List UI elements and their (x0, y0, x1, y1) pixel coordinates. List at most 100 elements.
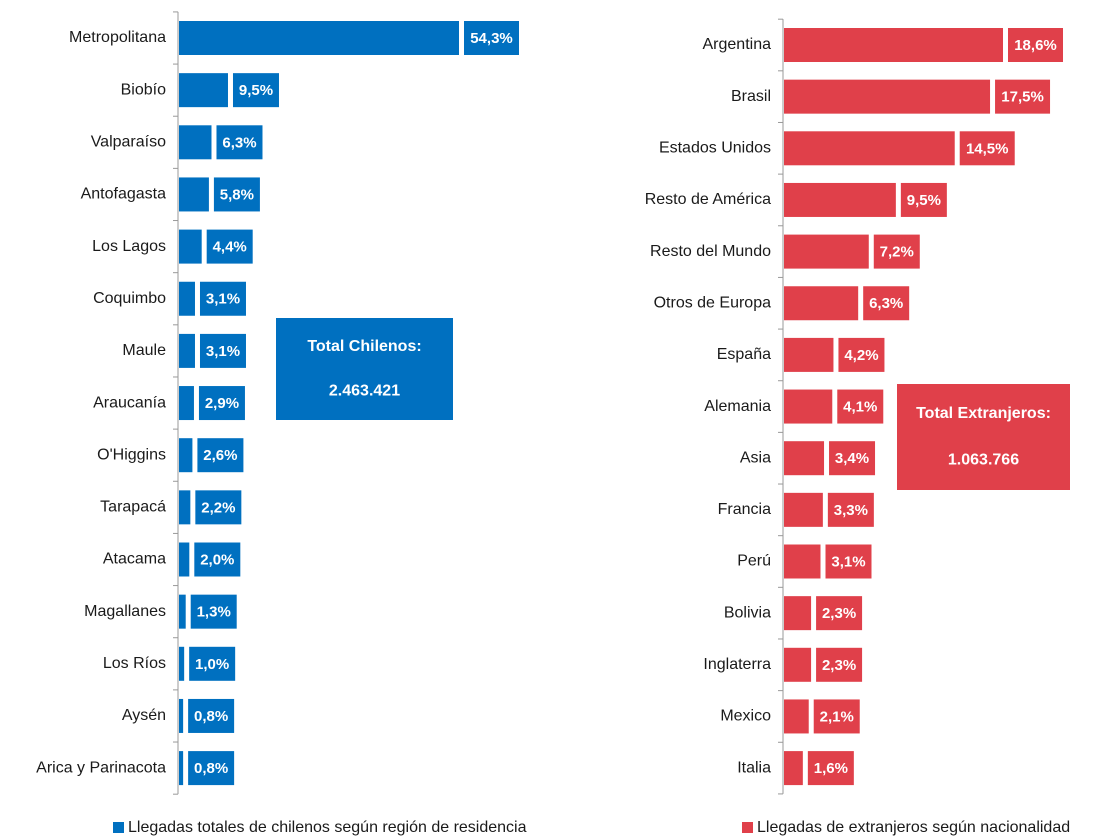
bar (784, 28, 1003, 62)
category-label: Estados Unidos (659, 140, 771, 157)
value-label: 17,5% (1001, 89, 1044, 106)
value-label-box (1008, 28, 1063, 62)
value-label: 14,5% (966, 140, 1009, 157)
bar (784, 389, 833, 424)
value-label: 3,1% (206, 291, 240, 308)
category-label: Aysén (122, 707, 166, 724)
category-label: Valparaíso (91, 134, 166, 151)
bar (784, 492, 823, 527)
annotation: Total Extranjeros: (916, 405, 1051, 422)
value-label-box (827, 492, 874, 527)
annotation: Total Chilenos: (307, 338, 421, 355)
category-label: Biobío (121, 81, 166, 98)
category-label: Antofagasta (81, 186, 167, 203)
value-label: 2,9% (205, 395, 239, 412)
bar (179, 73, 228, 108)
annotation-box (276, 318, 453, 420)
bar (784, 234, 869, 269)
category-label: O'Higgins (97, 446, 166, 463)
bar (784, 647, 812, 682)
value-label: 4,4% (213, 239, 247, 256)
category-label: Francia (718, 501, 771, 518)
value-label-box (190, 594, 237, 629)
value-label: 2,3% (822, 605, 856, 622)
category-label: Inglaterra (703, 656, 771, 673)
annotation: 2.463.421 (329, 383, 400, 400)
category-label: Magallanes (84, 603, 166, 620)
value-label-box (464, 21, 519, 55)
value-label: 54,3% (470, 30, 513, 47)
value-label: 2,0% (200, 551, 234, 568)
bar (179, 698, 184, 733)
value-label: 2,3% (822, 657, 856, 674)
bar (784, 751, 803, 786)
value-label: 3,3% (834, 502, 868, 519)
bar (784, 182, 896, 217)
value-label-box (807, 751, 854, 786)
category-label: Maule (122, 342, 166, 359)
annotation: 1.063.766 (948, 452, 1019, 469)
bar (179, 542, 190, 577)
category-label: Brasil (731, 88, 771, 105)
legend-swatch (742, 822, 753, 833)
bar (179, 229, 202, 264)
value-label-box (197, 438, 244, 473)
bar (784, 337, 834, 372)
value-label-box (198, 386, 245, 421)
bar (784, 596, 812, 631)
value-label: 4,1% (843, 399, 877, 416)
bar (179, 490, 191, 525)
value-label: 3,1% (831, 553, 865, 570)
value-label-box (813, 699, 860, 734)
bar (179, 386, 194, 421)
category-label: Los Ríos (103, 655, 166, 672)
value-label-box (199, 333, 246, 368)
bar (179, 333, 195, 368)
category-label: España (717, 346, 771, 363)
category-label: Asia (740, 449, 771, 466)
bar (179, 281, 195, 316)
value-label-box (188, 698, 235, 733)
value-label-box (900, 182, 947, 217)
value-label-box (194, 542, 241, 577)
bar (179, 125, 212, 160)
value-label-box (995, 79, 1051, 114)
category-label: Bolivia (724, 604, 771, 621)
category-label: Resto del Mundo (650, 243, 771, 260)
category-label: Perú (737, 553, 771, 570)
bar (179, 646, 185, 681)
value-label-box (838, 337, 885, 372)
legend-swatch (113, 822, 124, 833)
bar (784, 544, 821, 579)
bar (179, 751, 184, 786)
value-label-box (816, 596, 863, 631)
value-label: 0,8% (194, 760, 228, 777)
value-label-box (189, 646, 236, 681)
value-label: 7,2% (880, 244, 914, 261)
category-label: Otros de Europa (654, 294, 772, 311)
bar (179, 21, 459, 55)
category-label: Atacama (103, 551, 166, 568)
value-label: 4,2% (844, 347, 878, 364)
value-label: 9,5% (239, 82, 273, 99)
bar (179, 438, 193, 473)
value-label: 5,8% (220, 186, 254, 203)
bar (784, 441, 825, 476)
value-label: 9,5% (907, 192, 941, 209)
category-label: Metropolitana (69, 29, 166, 46)
value-label: 1,6% (814, 760, 848, 777)
value-label: 6,3% (222, 134, 256, 151)
bar (784, 131, 955, 166)
legend-label: Llegadas de extranjeros según nacionalid… (757, 819, 1070, 836)
value-label: 0,8% (194, 708, 228, 725)
value-label-box (195, 490, 242, 525)
category-label: Resto de América (645, 191, 771, 208)
value-label-box (816, 647, 863, 682)
value-label-box (216, 125, 263, 160)
category-label: Arica y Parinacota (36, 759, 166, 776)
value-label-box (837, 389, 884, 424)
category-label: Mexico (720, 708, 771, 725)
category-label: Araucanía (93, 394, 166, 411)
value-label-box (206, 229, 253, 264)
bar (784, 699, 809, 734)
